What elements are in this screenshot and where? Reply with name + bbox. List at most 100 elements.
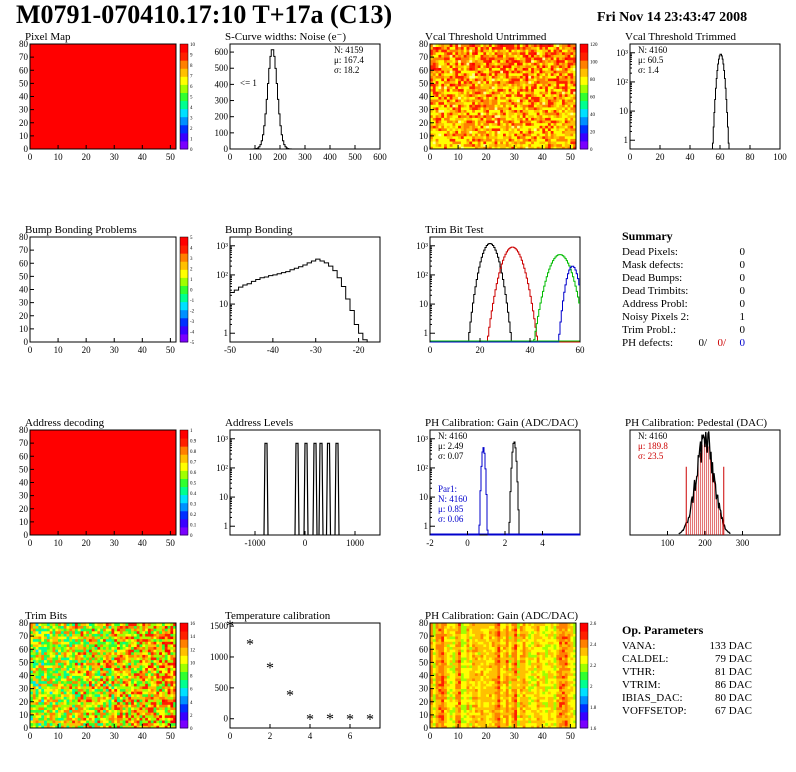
palette-tick-label: 3: [190, 257, 193, 262]
y-tick-label: 10²: [416, 270, 428, 280]
y-tick-label: 30: [19, 684, 29, 694]
y-tick-label: 50: [419, 657, 429, 667]
palette-tick-label: 14: [190, 635, 196, 640]
palette-cell: [580, 687, 588, 697]
y-tick-label: 1000: [210, 652, 229, 662]
chart-title: Trim Bits: [25, 610, 67, 622]
y-tick-label: 10: [619, 106, 629, 116]
series-line: [430, 265, 580, 343]
palette-cell: [180, 454, 188, 463]
palette-tick-label: -4: [190, 331, 195, 336]
palette-tick-label: 60: [590, 96, 596, 101]
x-tick-label: 4: [540, 538, 545, 548]
palette-cell: [180, 317, 188, 327]
ph-defect-value: 0/: [698, 337, 708, 349]
chart-trim_bits_map: Trim Bits 0 10 20 30 40 50 0 10 20 30 40 50 60 70 80 0 2 4…: [19, 610, 196, 741]
x-tick-label: 10: [454, 731, 464, 741]
y-tick-label: 0: [224, 144, 229, 154]
plot-frame: [29, 236, 177, 343]
x-tick-label: 40: [538, 152, 548, 162]
palette-tick-label: 1: [190, 138, 193, 143]
palette-cell: [180, 687, 188, 697]
x-tick-label: 30: [510, 731, 520, 741]
x-tick-label: 20: [482, 152, 492, 162]
palette-cell: [180, 140, 188, 150]
summary-panel: Summary Dead Pixels: 0 Mask defects: 0 Dead B…: [622, 229, 746, 349]
chart-temperature: Temperature calibration********024605001…: [210, 610, 381, 741]
x-tick-label: 300: [298, 152, 312, 162]
x-tick-label: 30: [110, 538, 120, 548]
x-tick-label: 60: [576, 345, 586, 355]
op-param-label: VTRIM:: [622, 679, 661, 691]
y-tick-label: 10: [419, 131, 429, 141]
palette-cell: [180, 52, 188, 61]
summary-value: 1: [740, 311, 746, 323]
histogram-line: [630, 53, 780, 150]
palette-tick-label: 0.4: [190, 492, 197, 497]
palette-tick-label: 2.2: [590, 664, 597, 669]
y-tick-label: 100: [215, 128, 229, 138]
x-tick-label: 50: [166, 345, 176, 355]
chart-title: Vcal Threshold Untrimmed: [425, 31, 547, 43]
palette-cell: [580, 655, 588, 664]
palette-cell: [180, 462, 188, 471]
x-tick-label: 10: [54, 345, 64, 355]
palette-tick-label: 1: [190, 278, 193, 283]
heatmap-fill: [30, 430, 176, 535]
y-tick-label: 30: [19, 491, 29, 501]
palette-tick-label: 0.9: [190, 440, 197, 445]
summary-value: 0: [740, 259, 746, 271]
stats-line: μ: 60.5: [638, 55, 664, 65]
x-tick-label: 20: [482, 731, 492, 741]
palette-frame: [579, 622, 589, 729]
chart-ph_gain_map: PH Calibration: Gain (ADC/DAC)0 10 20 30 40 5…: [419, 610, 597, 741]
y-tick-label: 20: [419, 697, 429, 707]
stats-line: σ: 18.2: [334, 65, 359, 75]
y-tick-label: 80: [419, 618, 429, 628]
y-tick-label: 500: [215, 683, 229, 693]
y-tick-label: 60: [19, 65, 29, 75]
palette-tick-label: 1.8: [590, 706, 597, 711]
annotation: <= 1: [240, 78, 257, 88]
y-tick-label: 20: [19, 311, 29, 321]
stats2-line: μ: 0.85: [438, 504, 464, 514]
y-tick-label: 50: [19, 657, 29, 667]
summary-title: Summary: [622, 229, 673, 243]
palette-cell: [580, 623, 588, 632]
x-tick-label: 40: [526, 345, 536, 355]
plot-frame: [229, 236, 381, 343]
y-tick-label: 10: [219, 492, 229, 502]
ph-defect-value: 0/: [717, 337, 727, 349]
palette-tick-label: 2: [190, 714, 193, 719]
x-tick-label: 40: [138, 345, 148, 355]
chart-title: Address Levels: [225, 417, 293, 429]
palette-cell: [180, 623, 188, 632]
stats2-line: N: 4160: [438, 494, 468, 504]
y-tick-label: 0: [24, 723, 29, 733]
palette-cell: [180, 92, 188, 102]
heatmap-fill: [30, 44, 176, 149]
y-tick-label: 10: [19, 324, 29, 334]
x-tick-label: 20: [82, 152, 92, 162]
summary-label: Dead Trimbits:: [622, 285, 688, 297]
y-tick-label: 1: [224, 521, 229, 531]
x-tick-label: 20: [82, 345, 92, 355]
palette-tick-label: 5: [190, 96, 193, 101]
op-params-title: Op. Parameters: [622, 623, 704, 637]
stats-line: N: 4160: [638, 431, 668, 441]
palette-cell: [180, 44, 188, 53]
y-tick-label: 10²: [216, 463, 228, 473]
palette-cell: [180, 60, 188, 69]
palette-cell: [580, 663, 588, 672]
data-point: *: [326, 711, 334, 728]
palette-cell: [580, 84, 588, 93]
palette-cell: [580, 116, 588, 126]
x-tick-label: 0: [28, 345, 33, 355]
summary-label: Mask defects:: [622, 259, 683, 271]
x-tick-label: 100: [661, 538, 675, 548]
palette-tick-label: 4: [190, 701, 193, 706]
palette-cell: [180, 470, 188, 479]
palette-cell: [580, 92, 588, 102]
palette-cell: [180, 703, 188, 713]
